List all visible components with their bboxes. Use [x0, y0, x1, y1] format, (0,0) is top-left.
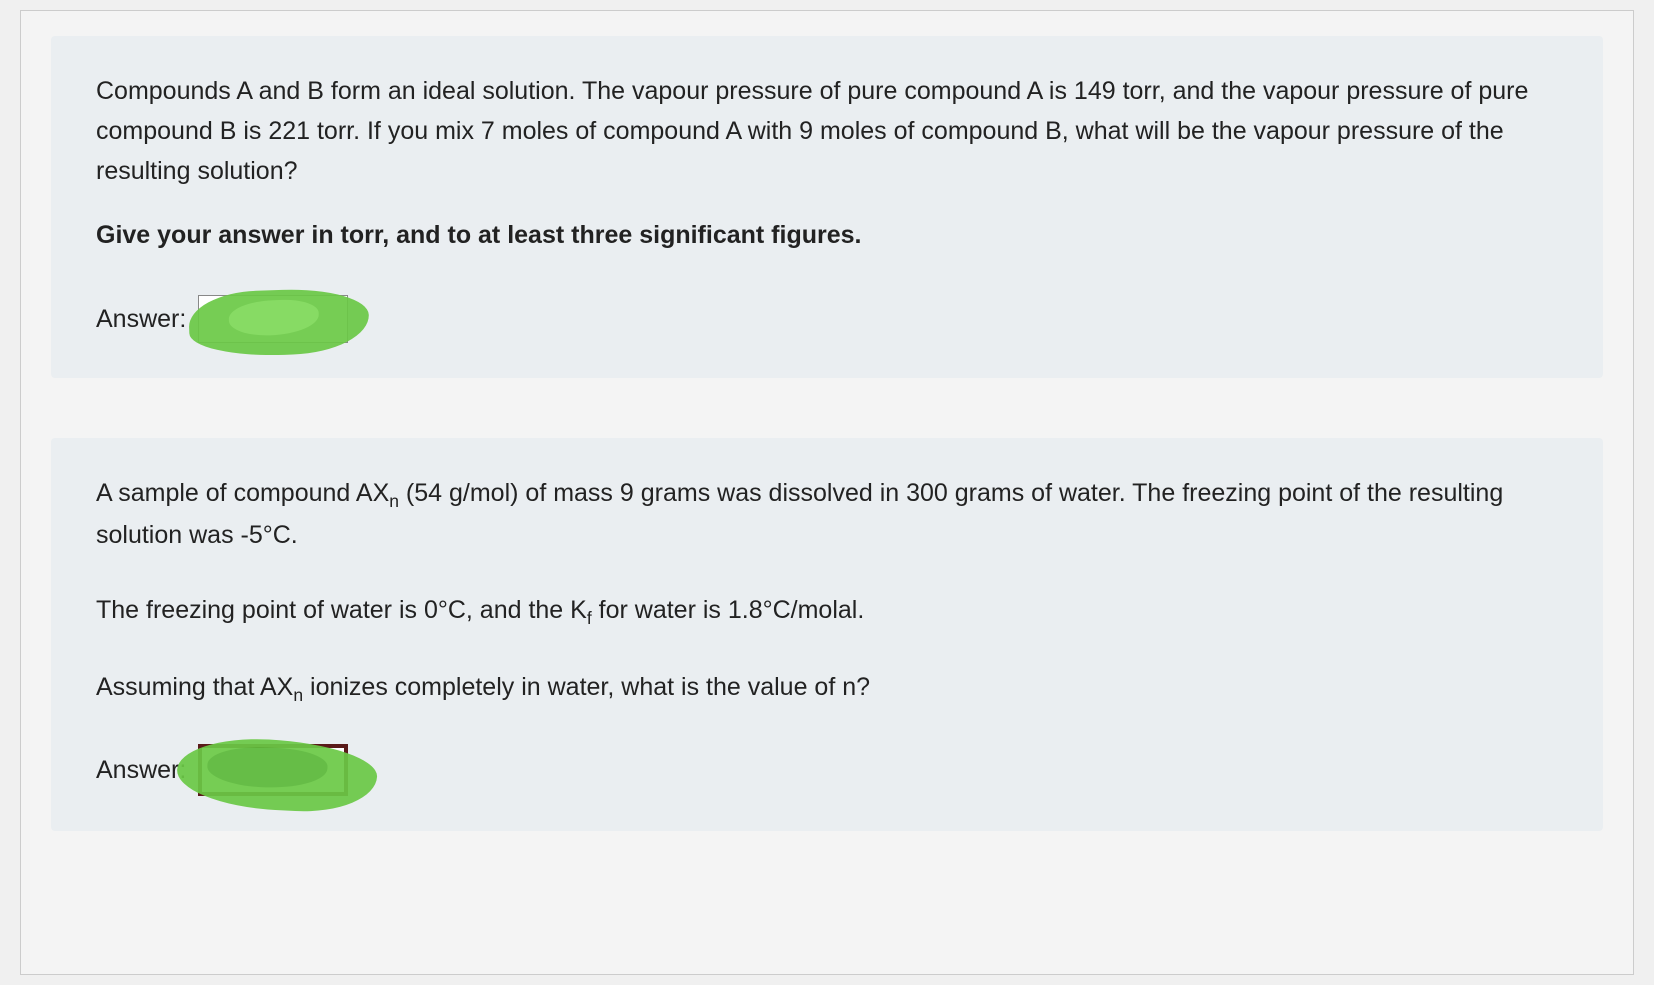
redaction-mark-1 [188, 287, 370, 358]
page-container: Compounds A and B form an ideal solution… [20, 10, 1634, 975]
answer-label-2: Answer: [96, 756, 186, 785]
answer-label-1: Answer: [96, 305, 186, 334]
q2-l3-post: ionizes completely in water, what is the… [303, 673, 870, 701]
answer-row-2: Answer: [96, 744, 1558, 796]
answer-row-1: Answer: [96, 295, 1558, 343]
answer-input-2[interactable] [198, 744, 348, 796]
q2-l2-post: for water is 1.8°C/molal. [592, 596, 865, 624]
question-card-2: A sample of compound AXn (54 g/mol) of m… [51, 438, 1603, 831]
question-2-line1: A sample of compound AXn (54 g/mol) of m… [96, 473, 1558, 555]
question-1-body: Compounds A and B form an ideal solution… [96, 71, 1558, 191]
q2-l1-sub: n [389, 491, 399, 511]
q2-l3-pre: Assuming that AX [96, 673, 293, 701]
question-2-line2: The freezing point of water is 0°C, and … [96, 590, 1558, 632]
question-2-line3: Assuming that AXn ionizes completely in … [96, 667, 1558, 709]
q2-l3-sub: n [293, 685, 303, 705]
answer-input-1[interactable] [198, 295, 348, 343]
redaction-mark-2 [176, 735, 379, 815]
q2-l1-pre: A sample of compound AX [96, 479, 389, 507]
question-1-instruction: Give your answer in torr, and to at leas… [96, 221, 1558, 250]
q2-l2-pre: The freezing point of water is 0°C, and … [96, 596, 587, 624]
question-card-1: Compounds A and B form an ideal solution… [51, 36, 1603, 378]
